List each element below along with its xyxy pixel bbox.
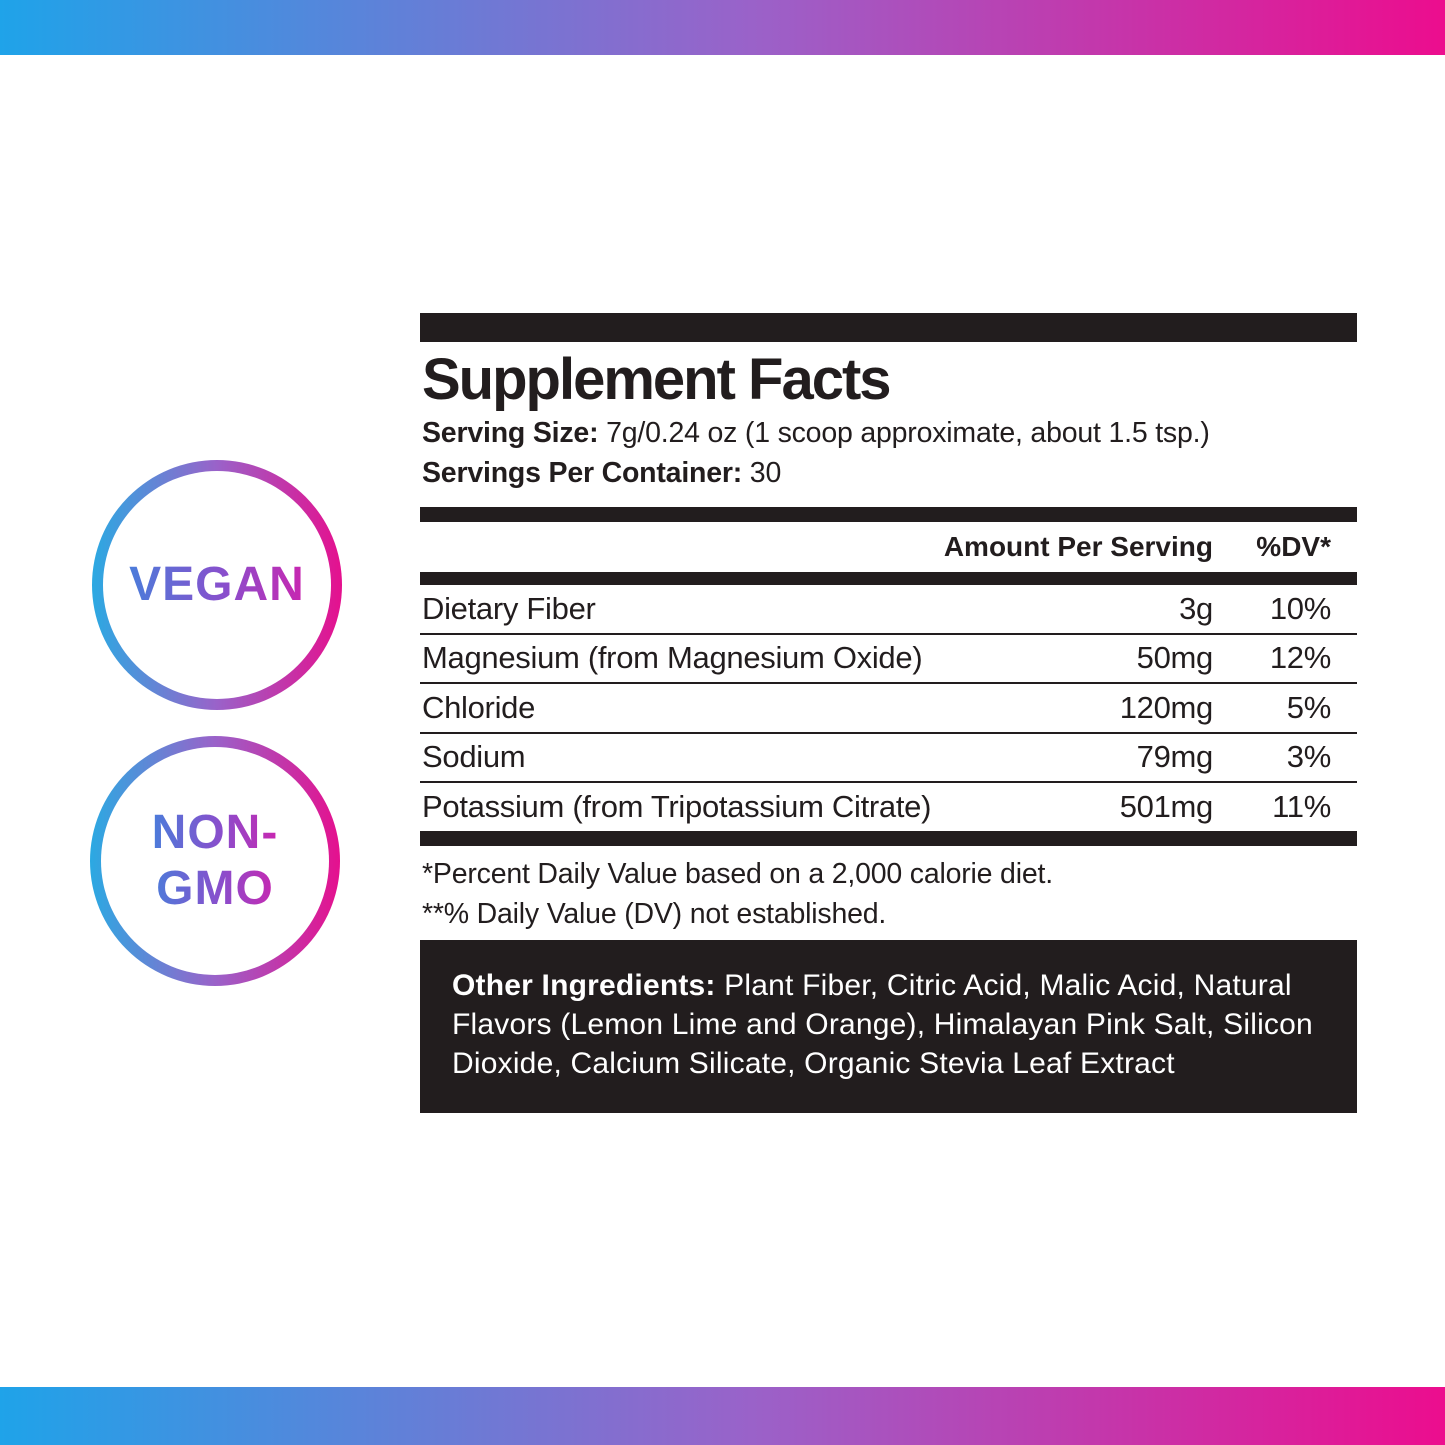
serving-size-line: Serving Size: 7g/0.24 oz (1 scoop approx… — [422, 417, 1357, 450]
panel-title: Supplement Facts — [422, 347, 892, 412]
nutrient-name: Sodium — [422, 739, 526, 775]
non-gmo-line-2: GMO — [156, 862, 274, 915]
vegan-badge-label: VEGAN — [129, 558, 305, 611]
thick-rule-under-header — [420, 572, 1357, 585]
nutrient-dv: 11% — [1272, 788, 1331, 824]
footnote-daily-value: *Percent Daily Value based on a 2,000 ca… — [422, 857, 1053, 890]
nutrient-amount: 501mg — [1119, 788, 1214, 824]
nutrient-name: Potassium (from Tripotassium Citrate) — [422, 788, 932, 824]
table-header-row: Amount Per Serving %DV* — [420, 522, 1357, 572]
nutrient-amount: 3g — [1179, 590, 1213, 626]
nutrient-name: Chloride — [422, 689, 536, 725]
non-gmo-badge: NON- GMO — [90, 736, 340, 986]
vegan-badge-inner-circle: VEGAN — [103, 471, 331, 699]
footnote-dv-not-established: **% Daily Value (DV) not established. — [422, 897, 887, 930]
servings-per-container-label: Servings Per Container: — [422, 457, 743, 489]
vegan-badge: VEGAN — [92, 460, 342, 710]
other-ingredients-value: Plant Fiber, Citric Acid, Malic Acid, Na… — [452, 968, 1313, 1080]
thick-rule-bottom — [420, 830, 1357, 846]
supplement-facts-panel: Supplement Facts Serving Size: 7g/0.24 o… — [420, 313, 1357, 1113]
top-gradient-bar — [0, 0, 1445, 55]
nutrient-name: Dietary Fiber — [422, 590, 596, 626]
table-row: Magnesium (from Magnesium Oxide) 50mg 12… — [420, 635, 1357, 684]
bottom-gradient-bar — [0, 1387, 1445, 1445]
other-ingredients-label: Other Ingredients: — [452, 968, 716, 1002]
non-gmo-badge-inner-circle: NON- GMO — [101, 747, 329, 975]
nutrient-dv: 3% — [1286, 739, 1332, 775]
serving-size-value: 7g/0.24 oz (1 scoop approximate, about 1… — [598, 417, 1210, 449]
table-row: Sodium 79mg 3% — [420, 734, 1357, 783]
other-ingredients-box: Other Ingredients: Plant Fiber, Citric A… — [420, 939, 1357, 1113]
non-gmo-line-1: NON- — [151, 806, 279, 859]
servings-per-container-value: 30 — [742, 457, 782, 489]
nutrient-amount: 120mg — [1119, 689, 1214, 725]
table-row: Potassium (from Tripotassium Citrate) 50… — [420, 783, 1357, 831]
servings-per-container-line: Servings Per Container: 30 — [422, 457, 1357, 490]
serving-size-label: Serving Size: — [422, 417, 599, 449]
panel-top-black-bar — [420, 313, 1357, 342]
table-row: Chloride 120mg 5% — [420, 684, 1357, 734]
column-header-dv: %DV* — [1256, 531, 1331, 562]
nutrient-dv: 10% — [1269, 590, 1331, 626]
nutrient-dv: 12% — [1269, 640, 1331, 676]
nutrient-name: Magnesium (from Magnesium Oxide) — [422, 640, 923, 676]
column-header-amount: Amount Per Serving — [943, 531, 1213, 562]
thick-rule-top — [420, 507, 1357, 522]
nutrient-amount: 79mg — [1136, 739, 1214, 775]
nutrient-dv: 5% — [1286, 689, 1332, 725]
nutrient-amount: 50mg — [1136, 640, 1214, 676]
non-gmo-badge-label: NON- GMO — [152, 805, 279, 917]
table-row: Dietary Fiber 3g 10% — [420, 585, 1357, 635]
